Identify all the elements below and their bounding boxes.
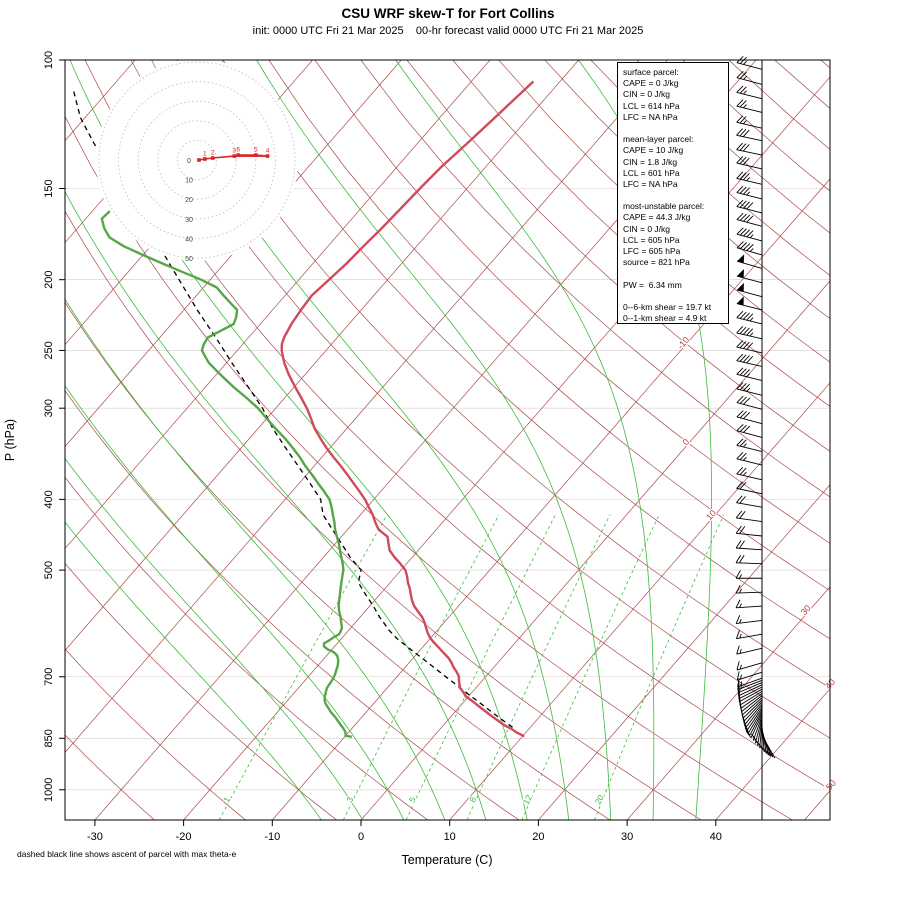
hodograph: 0 10 20 30 40 50 1 2 3 4 5 6 (96, 59, 298, 263)
mixing-ratio-lines (218, 514, 725, 820)
temperature-line (280, 80, 535, 738)
svg-text:150: 150 (43, 179, 55, 197)
svg-text:10: 10 (444, 831, 456, 843)
moist-adiabats (65, 60, 712, 820)
info-line: LFC = NA hPa (623, 111, 678, 122)
svg-text:10: 10 (185, 178, 193, 185)
hodograph-ring (98, 61, 296, 259)
info-line: source = 821 hPa (623, 257, 690, 268)
svg-text:5: 5 (407, 795, 418, 804)
svg-text:-10: -10 (264, 831, 280, 843)
hodograph-point (254, 153, 258, 157)
hodograph-ring (176, 139, 217, 180)
info-line: 0--1-km shear = 4.9 kt (623, 313, 707, 324)
svg-text:4: 4 (266, 148, 270, 155)
dewpoint-line (100, 198, 353, 738)
hodograph-point (236, 153, 240, 157)
hodograph-point (203, 157, 207, 161)
svg-text:200: 200 (43, 271, 55, 289)
svg-text:250: 250 (43, 341, 55, 359)
svg-text:10: 10 (704, 508, 718, 522)
mixing-ratio-labels: 1 3 5 8 12 20 (220, 792, 607, 808)
svg-text:5: 5 (254, 147, 258, 154)
dewpoint-curve (100, 198, 353, 738)
svg-text:400: 400 (43, 490, 55, 508)
svg-text:300: 300 (43, 399, 55, 417)
svg-text:30: 30 (621, 831, 633, 843)
svg-text:500: 500 (43, 561, 55, 579)
chart-subtitle: init: 0000 UTC Fri 21 Mar 2025 00-hr for… (252, 25, 644, 37)
info-line (623, 190, 728, 201)
footnote: dashed black line shows ascent of parcel… (17, 849, 237, 859)
x-axis-label: Temperature (C) (402, 853, 493, 867)
wind-barbs (735, 55, 776, 820)
svg-text:40: 40 (185, 236, 193, 243)
info-line: PW = 6.34 mm (623, 279, 682, 290)
y-axis-label: P (hPa) (3, 419, 17, 461)
plot-border (64, 59, 831, 821)
svg-text:30: 30 (799, 603, 813, 617)
info-line: CAPE = 44.3 J/kg (623, 212, 691, 223)
svg-text:3: 3 (232, 148, 236, 155)
info-line: LFC = 605 hPa (623, 246, 681, 256)
svg-text:1: 1 (203, 151, 207, 158)
hodograph-ring (157, 120, 237, 200)
temperature-axis: -30 -20 -10 0 10 20 30 40 (87, 820, 722, 843)
pressure-axis: 100 150 200 250 300 400 500 700 850 1000 (43, 51, 65, 802)
svg-text:1: 1 (221, 795, 232, 804)
info-line: LCL = 601 hPa (623, 167, 680, 178)
hodograph-point (265, 154, 270, 158)
info-line: most-unstable parcel: (623, 201, 705, 212)
svg-text:1000: 1000 (43, 778, 55, 802)
svg-text:0: 0 (680, 437, 691, 447)
info-line: surface parcel: (623, 67, 679, 77)
svg-text:40: 40 (710, 831, 722, 843)
svg-text:8: 8 (467, 795, 478, 804)
svg-text:12: 12 (521, 793, 534, 806)
svg-text:-20: -20 (176, 831, 192, 843)
hodograph-ring (137, 100, 257, 220)
hodograph-background (96, 59, 298, 261)
svg-text:50: 50 (185, 256, 193, 263)
svg-text:0: 0 (358, 831, 364, 843)
svg-text:-10: -10 (675, 335, 691, 351)
svg-text:-30: -30 (87, 831, 103, 843)
dry-adiabats (65, 60, 830, 820)
parcel-info-box: surface parcel: CAPE = 0 J/kg CIN = 0 J/kg… (617, 62, 729, 324)
svg-text:20: 20 (185, 197, 193, 204)
hodograph-point (232, 154, 237, 158)
info-line: CAPE = 0 J/kg (623, 78, 679, 89)
svg-text:3: 3 (344, 795, 355, 804)
info-line: LCL = 614 hPa (623, 100, 680, 111)
info-line: CAPE = 10 J/kg (623, 145, 684, 156)
info-line: mean-layer parcel: (623, 134, 694, 145)
info-line (623, 268, 728, 279)
info-line: CIN = 0 J/kg (623, 223, 671, 234)
info-line: LCL = 605 hPa (623, 234, 680, 245)
info-line (623, 123, 728, 134)
info-line (623, 291, 728, 302)
svg-text:30: 30 (185, 217, 193, 224)
svg-text:850: 850 (43, 729, 55, 747)
svg-text:20: 20 (532, 831, 544, 843)
info-line: CIN = 1.8 J/kg (623, 156, 678, 167)
svg-text:700: 700 (43, 668, 55, 686)
svg-text:6: 6 (236, 147, 240, 154)
info-line: LFC = NA hPa (623, 178, 678, 189)
hodograph-point (197, 158, 201, 162)
temperature-curve (280, 80, 535, 738)
info-line: 0--6-km shear = 19.7 kt (623, 301, 712, 312)
hodograph-point (210, 156, 215, 160)
hodograph-ring (118, 81, 276, 239)
svg-text:20: 20 (593, 793, 606, 806)
svg-text:0: 0 (187, 158, 191, 165)
svg-text:100: 100 (43, 51, 55, 69)
svg-text:2: 2 (211, 150, 215, 157)
chart-title: CSU WRF skew-T for Fort Collins (341, 6, 555, 21)
info-line: CIN = 0 J/kg (623, 89, 671, 100)
